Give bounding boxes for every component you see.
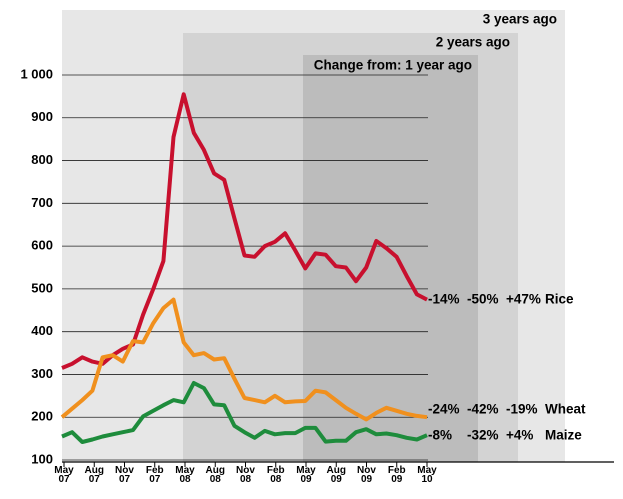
x-tick-label: Nov 07 (115, 465, 134, 485)
x-tick-label: Aug 07 (84, 465, 104, 485)
change-label: -8% (428, 428, 452, 443)
x-tick-label: Aug 09 (326, 465, 346, 485)
y-tick-label: 100 (31, 451, 53, 466)
series-name: Maize (545, 428, 582, 443)
x-tick-label: May 10 (417, 465, 437, 485)
x-tick-label: Nov 09 (357, 465, 376, 485)
y-tick-label: 200 (31, 409, 53, 424)
change-label: -32% (467, 428, 499, 443)
change-label: -24% (428, 402, 460, 417)
period-label: 3 years ago (483, 12, 557, 27)
series-name: Rice (545, 292, 574, 307)
x-tick-label: Feb 08 (266, 465, 285, 485)
change-label: -50% (467, 292, 499, 307)
change-label: +4% (506, 428, 533, 443)
y-tick-label: 300 (31, 366, 53, 381)
series-line (61, 92, 428, 370)
change-label: -14% (428, 292, 460, 307)
x-tick-label: May 07 (54, 465, 74, 485)
series-line (61, 381, 428, 444)
x-tick-label: Aug 08 (205, 465, 225, 485)
series-name: Wheat (545, 402, 586, 417)
change-label: +47% (506, 292, 541, 307)
x-tick-label: Feb 07 (145, 465, 164, 485)
y-tick-label: 500 (31, 280, 53, 295)
period-label: 2 years ago (436, 35, 510, 50)
y-tick-label: 700 (31, 195, 53, 210)
y-tick-label: 800 (31, 152, 53, 167)
x-tick-label: Feb 09 (387, 465, 406, 485)
x-tick-label: Nov 08 (236, 465, 255, 485)
y-tick-label: 900 (31, 109, 53, 124)
x-tick-label: May 09 (296, 465, 316, 485)
y-tick-label: 1 000 (20, 66, 53, 81)
y-tick-label: 600 (31, 238, 53, 253)
y-tick-label: 400 (31, 323, 53, 338)
change-label: -19% (506, 402, 538, 417)
x-tick-label: May 08 (175, 465, 195, 485)
series-line (60, 297, 428, 422)
period-label: Change from: 1 year ago (314, 58, 472, 73)
change-label: -42% (467, 402, 499, 417)
band-1-year (303, 55, 478, 462)
